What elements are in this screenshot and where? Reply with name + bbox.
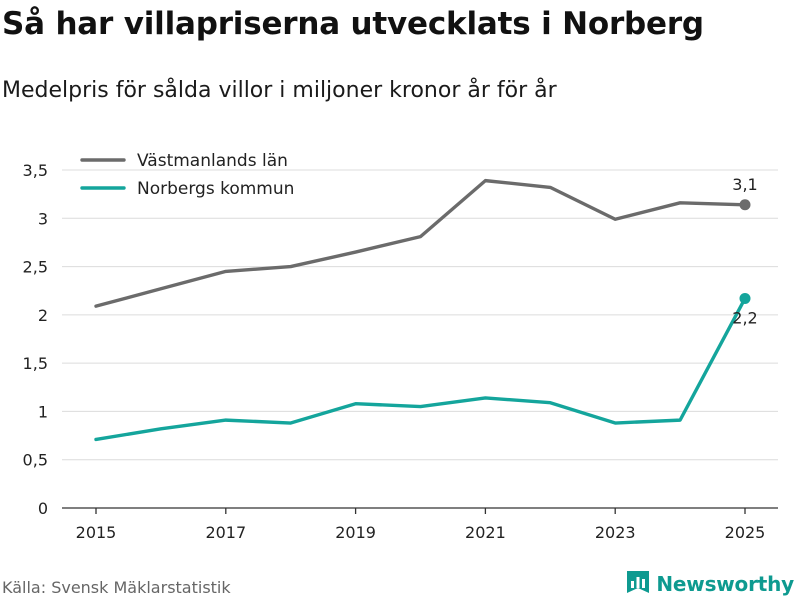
grid-lines — [62, 169, 778, 461]
chart-title: Så har villapriserna utvecklats i Norber… — [2, 6, 704, 42]
y-tick-label: 0 — [38, 499, 48, 518]
line-chart: 0 0,5 1 1,5 2 2,5 3 3,5 2015 2017 2019 2021 2023 202… — [23, 151, 778, 542]
series-line — [94, 296, 747, 442]
y-tick-label: 3 — [38, 209, 48, 228]
source-note: Källa: Svensk Mäklarstatistik — [2, 578, 231, 597]
x-tick-label: 2021 — [465, 523, 506, 542]
y-axis: 0 0,5 1 1,5 2 2,5 3 3,5 — [23, 161, 48, 518]
y-tick-label: 1 — [38, 402, 48, 421]
legend: Västmanlands län Norbergs kommun — [80, 151, 294, 199]
chart-subtitle: Medelpris för sålda villor i miljoner kr… — [2, 78, 557, 103]
x-tick-label: 2015 — [76, 523, 117, 542]
x-axis: 2015 2017 2019 2021 2023 2025 — [62, 507, 778, 542]
series-line — [94, 178, 747, 308]
legend-label: Norbergs kommun — [137, 179, 294, 199]
series-group: 3,1 2,2 — [94, 175, 758, 442]
brand-logo: Newsworthy — [626, 570, 794, 598]
y-tick-label: 2 — [38, 306, 48, 325]
y-tick-label: 1,5 — [23, 354, 48, 373]
x-tick-label: 2023 — [595, 523, 636, 542]
brand-name: Newsworthy — [656, 572, 794, 596]
y-tick-label: 3,5 — [23, 161, 48, 180]
x-tick-label: 2019 — [335, 523, 376, 542]
series-end-marker — [739, 292, 751, 304]
legend-label: Västmanlands län — [137, 151, 288, 171]
x-tick-label: 2025 — [725, 523, 766, 542]
y-tick-label: 2,5 — [23, 258, 48, 277]
x-tick-label: 2017 — [205, 523, 246, 542]
data-label: 3,1 — [732, 175, 757, 194]
bar-chart-flag-icon — [627, 571, 650, 593]
series-end-marker — [739, 199, 751, 211]
y-tick-label: 0,5 — [23, 451, 48, 470]
data-label: 2,2 — [732, 308, 757, 327]
